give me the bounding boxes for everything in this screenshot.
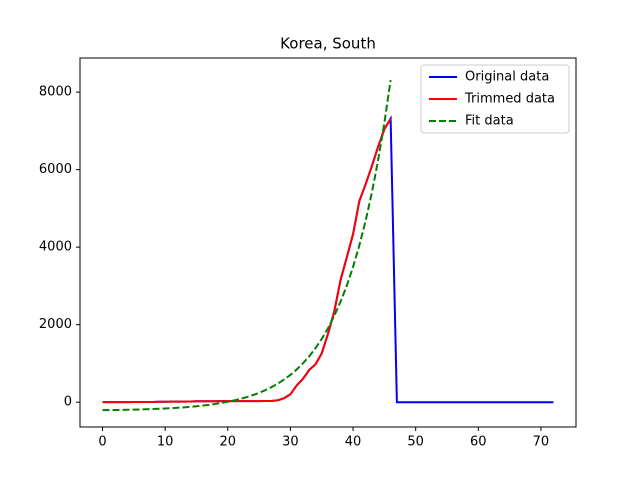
y-tick-label: 0: [64, 395, 72, 410]
legend-box: [420, 64, 570, 134]
y-tick-label: 8000: [39, 85, 72, 100]
y-tick-label: 2000: [39, 317, 72, 332]
x-tick-label: 40: [345, 435, 362, 450]
plot-frame: [79, 57, 577, 428]
data-line: [102, 118, 392, 404]
x-tick-label: 60: [470, 435, 487, 450]
y-tick-label: 4000: [39, 240, 72, 255]
y-tick-label: 6000: [39, 162, 72, 177]
chart-title: Korea, South: [280, 35, 376, 53]
x-tick-label: 50: [407, 435, 424, 450]
x-tick-label: 0: [98, 435, 106, 450]
data-line: [102, 79, 392, 412]
legend-label: Original data: [465, 70, 549, 85]
x-tick-label: 10: [157, 435, 174, 450]
legend-label: Trimmed data: [464, 92, 555, 107]
legend-label: Fit data: [465, 114, 514, 129]
x-tick-label: 70: [533, 435, 550, 450]
x-tick-label: 30: [282, 435, 299, 450]
x-tick-label: 20: [220, 435, 237, 450]
